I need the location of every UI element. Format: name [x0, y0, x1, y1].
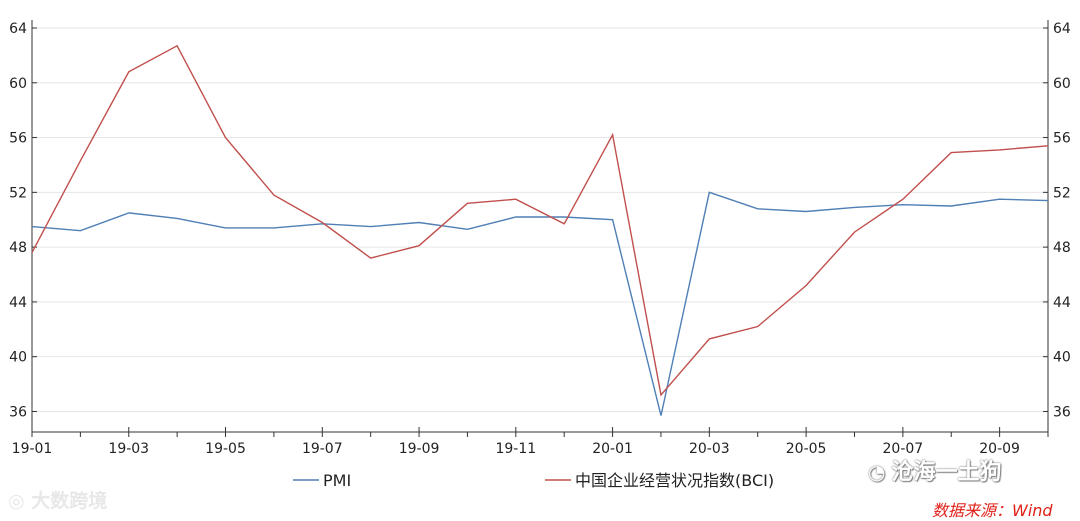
- watermark-left-text: 大数跨境: [31, 490, 108, 512]
- y-tick-label-right: 52: [1053, 185, 1071, 201]
- y-tick-label-right: 44: [1053, 295, 1071, 311]
- watermark-right: ◔ 沧海一土狗: [868, 454, 1001, 486]
- y-tick-label-right: 60: [1053, 76, 1071, 92]
- grid-lines: [32, 27, 1048, 412]
- watermark-right-text: 沧海一土狗: [891, 460, 1002, 485]
- y-tick-label-left: 56: [9, 131, 27, 147]
- x-tick-label: 19-05: [205, 441, 246, 457]
- y-tick-label-left: 60: [9, 76, 27, 92]
- series-line-bci: [31, 44, 1049, 397]
- x-tick-label: 20-09: [979, 441, 1020, 457]
- x-tick-label: 19-01: [12, 441, 53, 457]
- y-tick-label-left: 64: [9, 21, 27, 37]
- x-tick-label: 19-09: [399, 441, 440, 457]
- y-tick-label-left: 52: [9, 185, 27, 201]
- x-tick-label: 19-07: [302, 441, 343, 457]
- y-tick-label-right: 48: [1053, 240, 1071, 256]
- y-tick-label-left: 48: [9, 240, 27, 256]
- series-layer: [31, 44, 1049, 416]
- wechat-icon: ◔: [868, 460, 886, 484]
- legend-label: PMI: [323, 471, 351, 490]
- x-tick-label: 19-03: [108, 441, 149, 457]
- legend: PMI 中国企业经营状况指数(BCI): [293, 471, 774, 490]
- x-tick-label: 20-01: [592, 441, 633, 457]
- x-tick-label: 20-03: [689, 441, 730, 457]
- x-tick-label: 20-07: [883, 441, 924, 457]
- y-tick-label-left: 44: [9, 295, 27, 311]
- dashuju-logo-icon: ◎: [8, 490, 32, 512]
- legend-label: 中国企业经营状况指数(BCI): [575, 471, 774, 490]
- axes: 36 36 40 40 44 44 48 48 52 52 56 56 60 60 64 64 19-01 19-…: [9, 20, 1071, 457]
- y-tick-label-right: 64: [1053, 21, 1071, 37]
- y-tick-label-right: 56: [1053, 131, 1071, 147]
- x-tick-label: 19-11: [495, 441, 536, 457]
- y-tick-label-right: 40: [1053, 350, 1071, 366]
- y-tick-label-right: 36: [1053, 404, 1071, 420]
- series-line-pmi: [31, 191, 1049, 416]
- source-note: 数据来源：Wind: [932, 501, 1053, 520]
- y-tick-label-left: 36: [9, 404, 27, 420]
- x-tick-label: 20-05: [786, 441, 827, 457]
- watermark-left: ◎ 大数跨境: [8, 486, 107, 513]
- y-tick-label-left: 40: [9, 350, 27, 366]
